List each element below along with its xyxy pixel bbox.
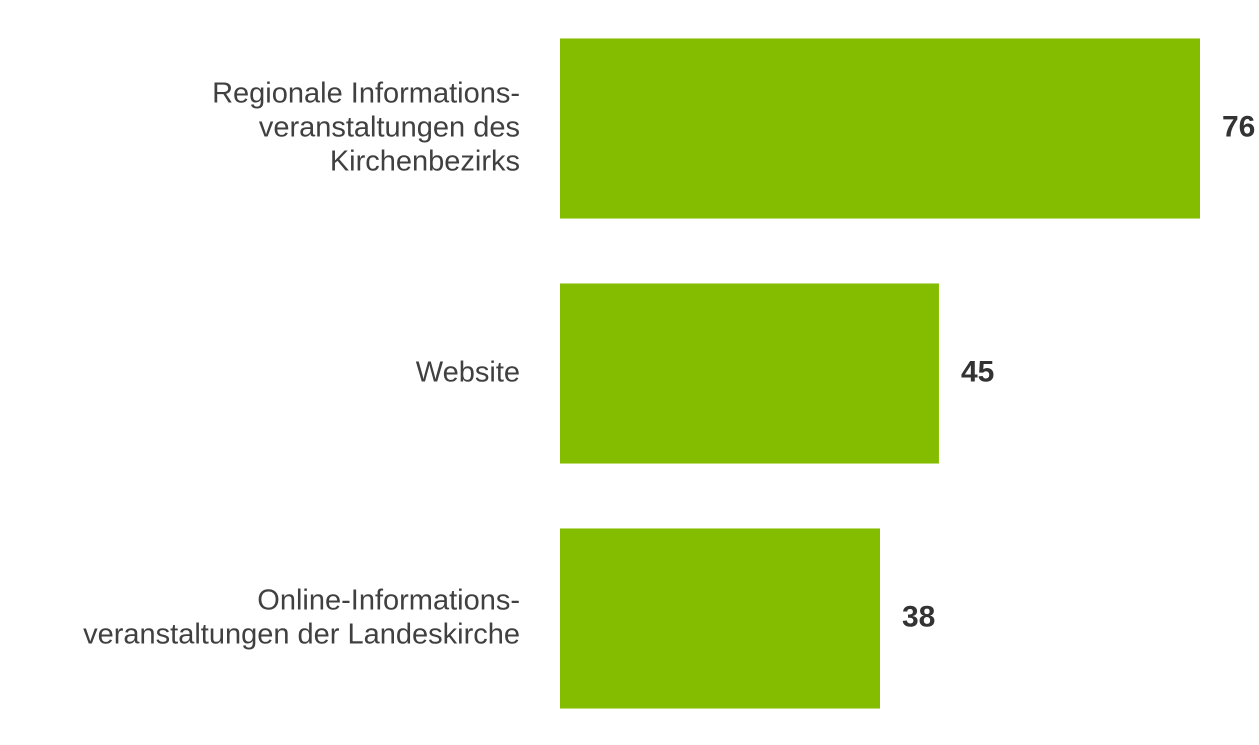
category-label: Regionale Informations-veranstaltungen d… <box>212 77 520 177</box>
bar <box>560 528 880 709</box>
value-label: 45 <box>961 355 994 388</box>
value-label: 38 <box>902 600 935 633</box>
bar <box>560 283 939 464</box>
category-label: Website <box>416 356 520 388</box>
value-label: 76 <box>1222 110 1255 143</box>
category-label: Online-Informations-veranstaltungen der … <box>83 584 520 650</box>
bar <box>560 38 1200 219</box>
